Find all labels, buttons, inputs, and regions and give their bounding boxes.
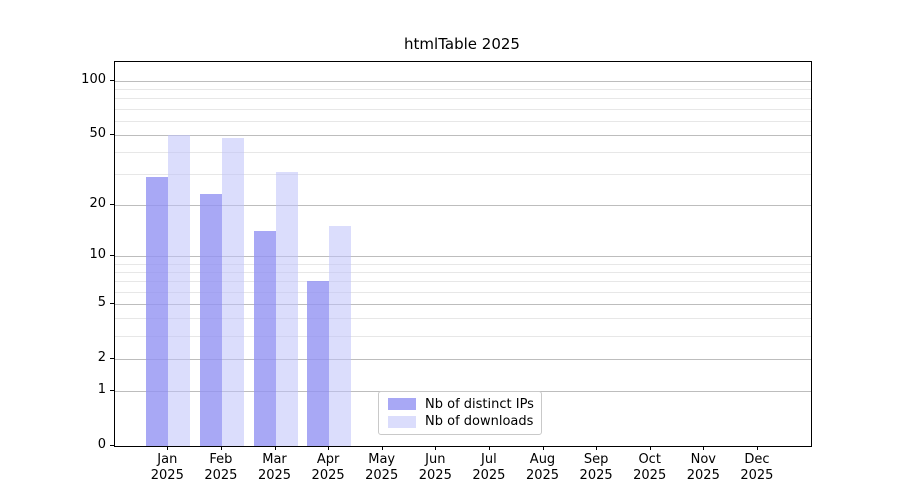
x-axis-tick-aug — [542, 446, 544, 450]
legend-label-distinct-ips: Nb of distinct IPs — [425, 396, 534, 412]
distinct-ips-swatch — [388, 398, 416, 411]
bar-mar-ips — [253, 231, 276, 446]
legend-item-downloads: Nb of downloads — [379, 414, 541, 429]
x-tick-label-apr: Apr 2025 — [311, 452, 345, 483]
x-tick-label-oct: Oct 2025 — [633, 452, 667, 483]
x-axis-tick-jul — [488, 446, 490, 450]
legend-item-distinct-ips: Nb of distinct IPs — [379, 397, 541, 412]
x-axis-tick-oct — [649, 446, 651, 450]
x-tick-label-dec: Dec 2025 — [740, 452, 774, 483]
gridline-minor-60 — [115, 120, 811, 122]
y-axis-tick-0 — [110, 444, 114, 446]
y-axis-tick-100 — [110, 79, 114, 81]
gridline-minor-6 — [115, 291, 811, 293]
x-axis-tick-mar — [274, 446, 276, 450]
y-tick-label-2: 2 — [97, 349, 106, 365]
x-axis-tick-nov — [703, 446, 705, 450]
x-tick-label-jan: Jan 2025 — [150, 452, 184, 483]
y-tick-label-100: 100 — [81, 71, 106, 87]
x-axis-tick-jan — [167, 446, 169, 450]
x-tick-label-sep: Sep 2025 — [579, 452, 613, 483]
gridline-major-5 — [115, 303, 811, 305]
gridline-minor-70 — [115, 108, 811, 110]
x-tick-label-jun: Jun 2025 — [418, 452, 452, 483]
gridline-minor-30 — [115, 174, 811, 176]
x-axis-tick-sep — [596, 446, 598, 450]
y-tick-label-5: 5 — [97, 294, 106, 310]
x-axis-tick-dec — [756, 446, 758, 450]
x-tick-label-feb: Feb 2025 — [204, 452, 238, 483]
x-tick-label-mar: Mar 2025 — [257, 452, 292, 483]
y-tick-label-0: 0 — [97, 436, 106, 452]
y-tick-label-1: 1 — [97, 381, 106, 397]
x-axis-tick-feb — [220, 446, 222, 450]
x-tick-label-jul: Jul 2025 — [472, 452, 506, 483]
x-tick-label-aug: Aug 2025 — [525, 452, 560, 483]
bar-apr-downloads — [329, 226, 352, 446]
y-axis-tick-2 — [110, 357, 114, 359]
gridline-major-10 — [115, 255, 811, 257]
plot-area — [114, 61, 812, 447]
gridline-major-20 — [115, 204, 811, 206]
gridline-major-2 — [115, 358, 811, 360]
bar-feb-ips — [199, 194, 222, 446]
y-tick-label-20: 20 — [89, 195, 106, 211]
gridline-minor-8 — [115, 271, 811, 273]
chart-title: htmlTable 2025 — [404, 35, 520, 53]
y-tick-label-10: 10 — [89, 246, 106, 262]
y-tick-label-50: 50 — [89, 125, 106, 141]
y-axis-tick-1 — [110, 389, 114, 391]
gridline-minor-90 — [115, 88, 811, 90]
legend: Nb of distinct IPs Nb of downloads — [378, 391, 542, 435]
x-axis-tick-jun — [435, 446, 437, 450]
y-axis-tick-20 — [110, 203, 114, 205]
gridline-minor-80 — [115, 98, 811, 100]
y-axis-tick-10 — [110, 254, 114, 256]
x-tick-label-may: May 2025 — [365, 452, 399, 483]
y-axis-tick-5 — [110, 302, 114, 304]
y-axis-tick-50 — [110, 133, 114, 135]
gridline-minor-3 — [115, 335, 811, 337]
x-axis-tick-may — [381, 446, 383, 450]
bar-mar-downloads — [275, 171, 298, 446]
gridline-minor-40 — [115, 151, 811, 153]
gridline-minor-9 — [115, 263, 811, 265]
gridline-minor-4 — [115, 318, 811, 320]
bar-jan-downloads — [168, 134, 191, 446]
x-axis-tick-apr — [328, 446, 330, 450]
bar-apr-ips — [307, 281, 330, 446]
gridline-major-50 — [115, 134, 811, 136]
bar-jan-ips — [146, 176, 169, 446]
bar-feb-downloads — [221, 137, 244, 446]
legend-label-downloads: Nb of downloads — [425, 414, 534, 430]
gridline-minor-7 — [115, 281, 811, 283]
gridline-major-100 — [115, 80, 811, 82]
downloads-swatch — [388, 415, 416, 428]
x-tick-label-nov: Nov 2025 — [686, 452, 720, 483]
